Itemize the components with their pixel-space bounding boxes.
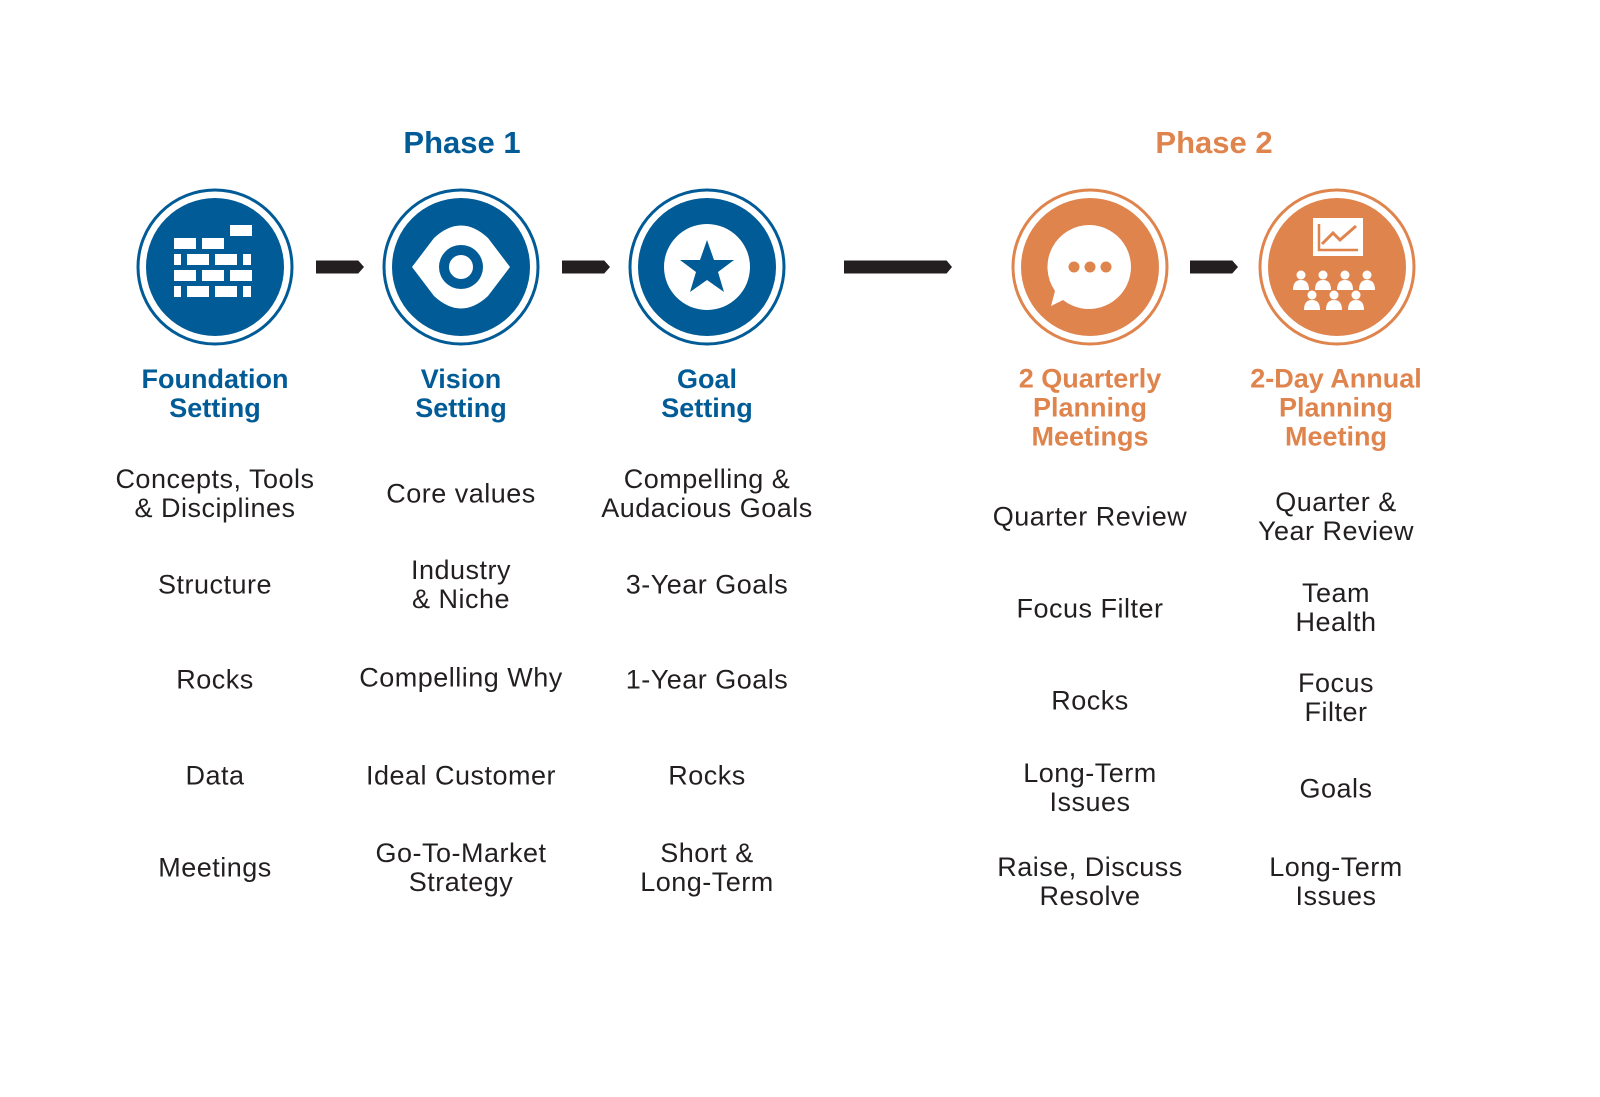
step-item: Core values <box>386 478 536 509</box>
arrow-connector <box>1190 260 1238 274</box>
step-item: Go-To-Market Strategy <box>375 838 547 897</box>
arrow-connector <box>844 260 952 274</box>
step-item: Concepts, Tools & Disciplines <box>115 464 315 523</box>
step-item: Short & Long-Term <box>640 838 774 897</box>
step-title: 2 Quarterly Planning Meetings <box>1018 363 1162 452</box>
step-item: Rocks <box>176 664 254 695</box>
step-item: Long-Term Issues <box>1023 758 1157 817</box>
step-item: Data <box>185 760 245 791</box>
chart-team-icon <box>1258 188 1416 346</box>
step-item: Industry & Niche <box>410 555 512 614</box>
step-item: Long-Term Issues <box>1269 852 1403 911</box>
step-item: 3-Year Goals <box>625 569 789 600</box>
speech-bubble-icon <box>1011 188 1169 346</box>
step-title: Goal Setting <box>661 364 753 423</box>
step-title: Foundation Setting <box>141 364 289 423</box>
star-icon <box>628 188 786 346</box>
step-item: 1-Year Goals <box>625 664 789 695</box>
step-item: Compelling & Audacious Goals <box>601 464 813 523</box>
phase-1-label: Phase 1 <box>403 125 521 160</box>
brick-wall-icon <box>136 188 294 346</box>
arrow-connector <box>562 260 610 274</box>
step-item: Team Health <box>1295 578 1377 637</box>
step-item: Rocks <box>668 760 746 791</box>
step-title: 2-Day Annual Planning Meeting <box>1250 363 1422 452</box>
step-item: Goals <box>1299 773 1373 804</box>
step-item: Compelling Why <box>359 662 563 693</box>
arrow-connector <box>316 260 364 274</box>
step-item: Ideal Customer <box>365 760 557 791</box>
step-item: Focus Filter <box>1297 668 1375 727</box>
step-item: Quarter Review <box>992 501 1188 532</box>
step-item: Meetings <box>158 852 272 883</box>
step-item: Structure <box>157 569 273 600</box>
step-item: Rocks <box>1051 685 1129 716</box>
step-item: Focus Filter <box>1016 593 1164 624</box>
step-item: Quarter & Year Review <box>1257 487 1415 546</box>
step-item: Raise, Discuss Resolve <box>997 852 1183 911</box>
phase-2-label: Phase 2 <box>1155 125 1273 160</box>
step-title: Vision Setting <box>415 364 507 423</box>
eye-icon <box>382 188 540 346</box>
